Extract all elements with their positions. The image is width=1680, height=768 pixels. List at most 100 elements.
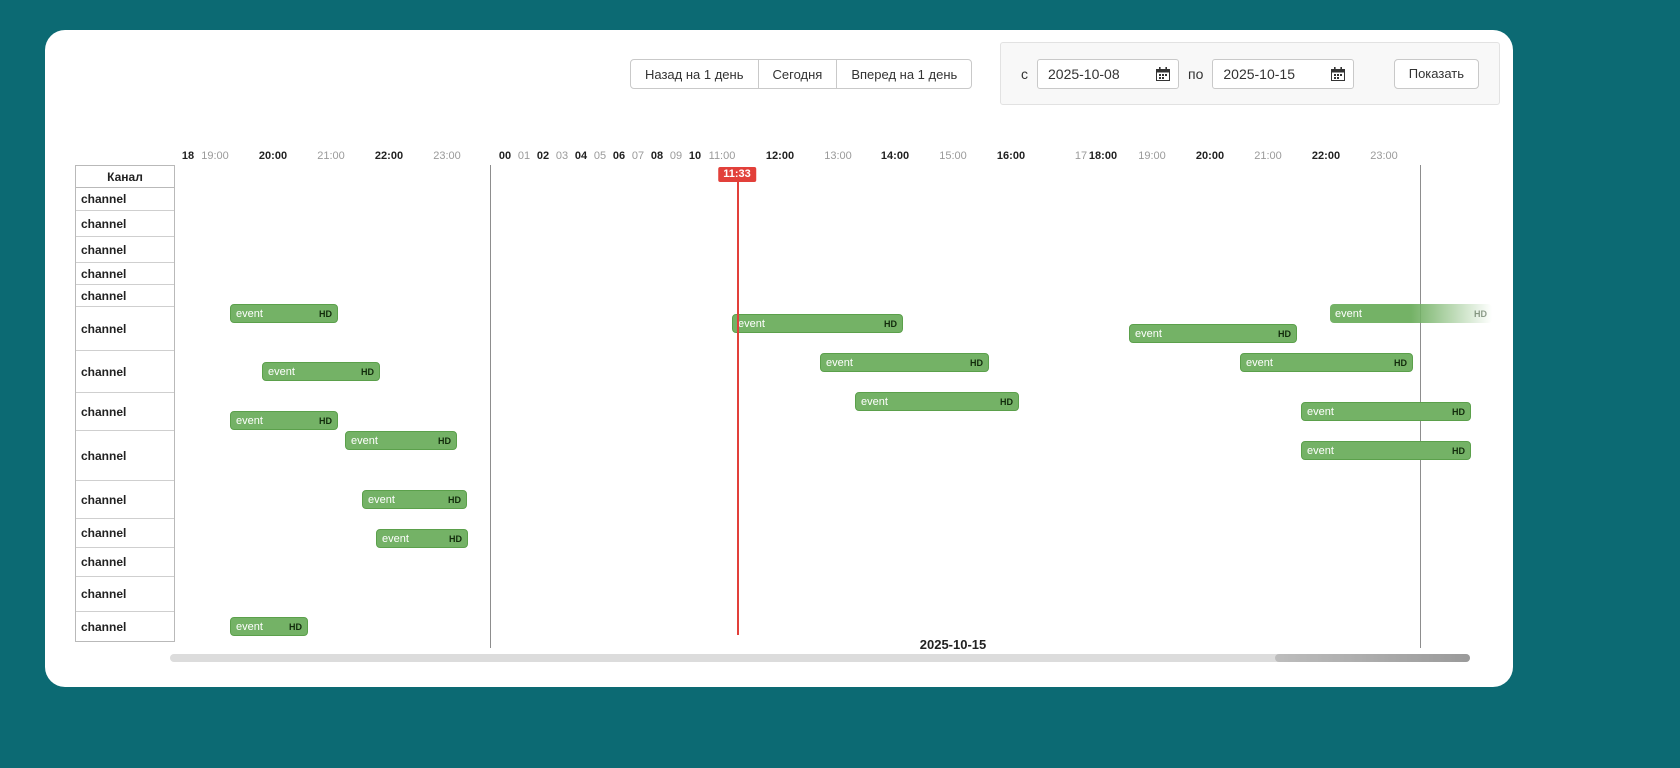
channel-row[interactable]: channel bbox=[76, 519, 174, 548]
current-time-badge: 11:33 bbox=[718, 167, 756, 182]
channel-row[interactable]: channel bbox=[76, 577, 174, 612]
hour-tick-label: 01 bbox=[517, 150, 531, 162]
channel-name: channel bbox=[81, 216, 127, 231]
channel-name: channel bbox=[81, 192, 127, 206]
timeline: 18 19:00 20:00 21:00 22:00 23:00 00 01 02 03 04 05 0… bbox=[45, 30, 1513, 687]
channel-row[interactable]: channel bbox=[76, 211, 174, 237]
event-bar[interactable]: event HD bbox=[376, 529, 468, 548]
hour-tick-label: 15:00 bbox=[939, 150, 967, 162]
event-bar[interactable]: event HD bbox=[345, 431, 457, 450]
hour-tick-label: 09 bbox=[669, 150, 683, 162]
forward-one-day-button[interactable]: Вперед на 1 день bbox=[836, 59, 973, 89]
event-bar[interactable]: event HD bbox=[1301, 441, 1471, 460]
hd-badge: HD bbox=[1452, 445, 1465, 456]
day-label: 2025-10-15 bbox=[919, 637, 987, 652]
hd-badge: HD bbox=[1000, 396, 1013, 407]
calendar-icon bbox=[1331, 66, 1346, 81]
hour-tick-label: 23:00 bbox=[1370, 150, 1398, 162]
event-bar[interactable]: event HD bbox=[1129, 324, 1297, 343]
event-bar[interactable]: event HD bbox=[855, 392, 1019, 411]
event-title: event bbox=[236, 620, 263, 633]
channel-name: channel bbox=[81, 448, 127, 463]
hd-badge: HD bbox=[1452, 406, 1465, 417]
channel-rows: channel channel channel channel channel chann… bbox=[76, 188, 174, 641]
hour-tick-label: 12:00 bbox=[765, 150, 795, 162]
from-date-input[interactable] bbox=[1038, 65, 1148, 82]
event-bar[interactable]: event HD bbox=[230, 617, 308, 636]
hour-tick-label: 17 bbox=[1074, 150, 1088, 162]
hour-tick-label: 02 bbox=[536, 150, 550, 162]
channel-name: channel bbox=[81, 492, 127, 507]
hour-tick-label: 04 bbox=[574, 150, 588, 162]
hour-tick-label: 19:00 bbox=[201, 150, 229, 162]
event-bar[interactable]: event HD bbox=[362, 490, 467, 509]
show-button[interactable]: Показать bbox=[1393, 58, 1479, 89]
channel-row[interactable]: channel bbox=[76, 307, 174, 351]
event-bar[interactable]: event HD bbox=[230, 304, 338, 323]
hd-badge: HD bbox=[319, 308, 332, 319]
channel-row[interactable]: channel bbox=[76, 612, 174, 641]
event-bar[interactable]: event HD bbox=[1301, 402, 1471, 421]
hour-tick-label: 05 bbox=[593, 150, 607, 162]
channel-row[interactable]: channel bbox=[76, 548, 174, 577]
event-title: event bbox=[1335, 307, 1362, 320]
event-title: event bbox=[236, 307, 263, 320]
event-bar[interactable]: event HD bbox=[1330, 304, 1492, 323]
to-date-input[interactable] bbox=[1213, 65, 1324, 82]
channel-row[interactable]: channel bbox=[76, 263, 174, 285]
calendar-icon bbox=[1156, 66, 1170, 81]
channel-name: channel bbox=[81, 526, 127, 540]
horizontal-scrollbar-track[interactable] bbox=[170, 654, 1470, 662]
channel-row[interactable]: channel bbox=[76, 393, 174, 431]
event-bar[interactable]: event HD bbox=[732, 314, 903, 333]
hour-tick-label: 16:00 bbox=[996, 150, 1026, 162]
hd-badge: HD bbox=[449, 533, 462, 544]
channel-row[interactable]: channel bbox=[76, 285, 174, 307]
from-calendar-button[interactable] bbox=[1148, 60, 1178, 88]
channel-name: channel bbox=[81, 321, 127, 336]
hd-badge: HD bbox=[970, 357, 983, 368]
hour-tick-label: 06 bbox=[612, 150, 626, 162]
hd-badge: HD bbox=[448, 494, 461, 505]
epg-card: Назад на 1 день Сегодня Вперед на 1 день… bbox=[45, 30, 1513, 687]
channel-name: channel bbox=[81, 404, 127, 419]
hour-tick-label: 22:00 bbox=[1311, 150, 1341, 162]
event-bar[interactable]: event HD bbox=[230, 411, 338, 430]
day-separator-line bbox=[490, 165, 491, 648]
channel-name: channel bbox=[81, 364, 127, 379]
event-bar[interactable]: event HD bbox=[820, 353, 989, 372]
channel-name: channel bbox=[81, 619, 127, 634]
hour-tick-label: 18 bbox=[181, 150, 195, 162]
event-title: event bbox=[1307, 405, 1334, 418]
hour-tick-label: 23:00 bbox=[433, 150, 461, 162]
hd-badge: HD bbox=[1394, 357, 1407, 368]
channel-name: channel bbox=[81, 288, 127, 303]
hour-tick-label: 14:00 bbox=[880, 150, 910, 162]
channel-row[interactable]: channel bbox=[76, 188, 174, 211]
horizontal-scrollbar-thumb[interactable] bbox=[1275, 654, 1470, 662]
hour-tick-label: 00 bbox=[498, 150, 512, 162]
hour-tick-label: 22:00 bbox=[374, 150, 404, 162]
hour-tick-label: 20:00 bbox=[1195, 150, 1225, 162]
channel-table: Канал channel channel channel channel channe… bbox=[75, 165, 175, 642]
event-title: event bbox=[1246, 356, 1273, 369]
channel-row[interactable]: channel bbox=[76, 481, 174, 519]
channel-row[interactable]: channel bbox=[76, 237, 174, 263]
event-title: event bbox=[738, 317, 765, 330]
event-title: event bbox=[268, 365, 295, 378]
channel-row[interactable]: channel bbox=[76, 431, 174, 481]
channel-name: channel bbox=[81, 587, 127, 601]
event-bar[interactable]: event HD bbox=[1240, 353, 1413, 372]
channel-name: channel bbox=[81, 555, 127, 569]
hd-badge: HD bbox=[884, 318, 897, 329]
to-date-group bbox=[1212, 58, 1355, 89]
to-calendar-button[interactable] bbox=[1323, 60, 1353, 88]
hour-tick-label: 13:00 bbox=[824, 150, 852, 162]
event-title: event bbox=[351, 434, 378, 447]
back-one-day-button[interactable]: Назад на 1 день bbox=[630, 59, 759, 89]
hd-badge: HD bbox=[289, 621, 302, 632]
channel-row[interactable]: channel bbox=[76, 351, 174, 393]
today-button[interactable]: Сегодня bbox=[757, 59, 838, 89]
event-bar[interactable]: event HD bbox=[262, 362, 380, 381]
to-label: по bbox=[1188, 65, 1204, 82]
